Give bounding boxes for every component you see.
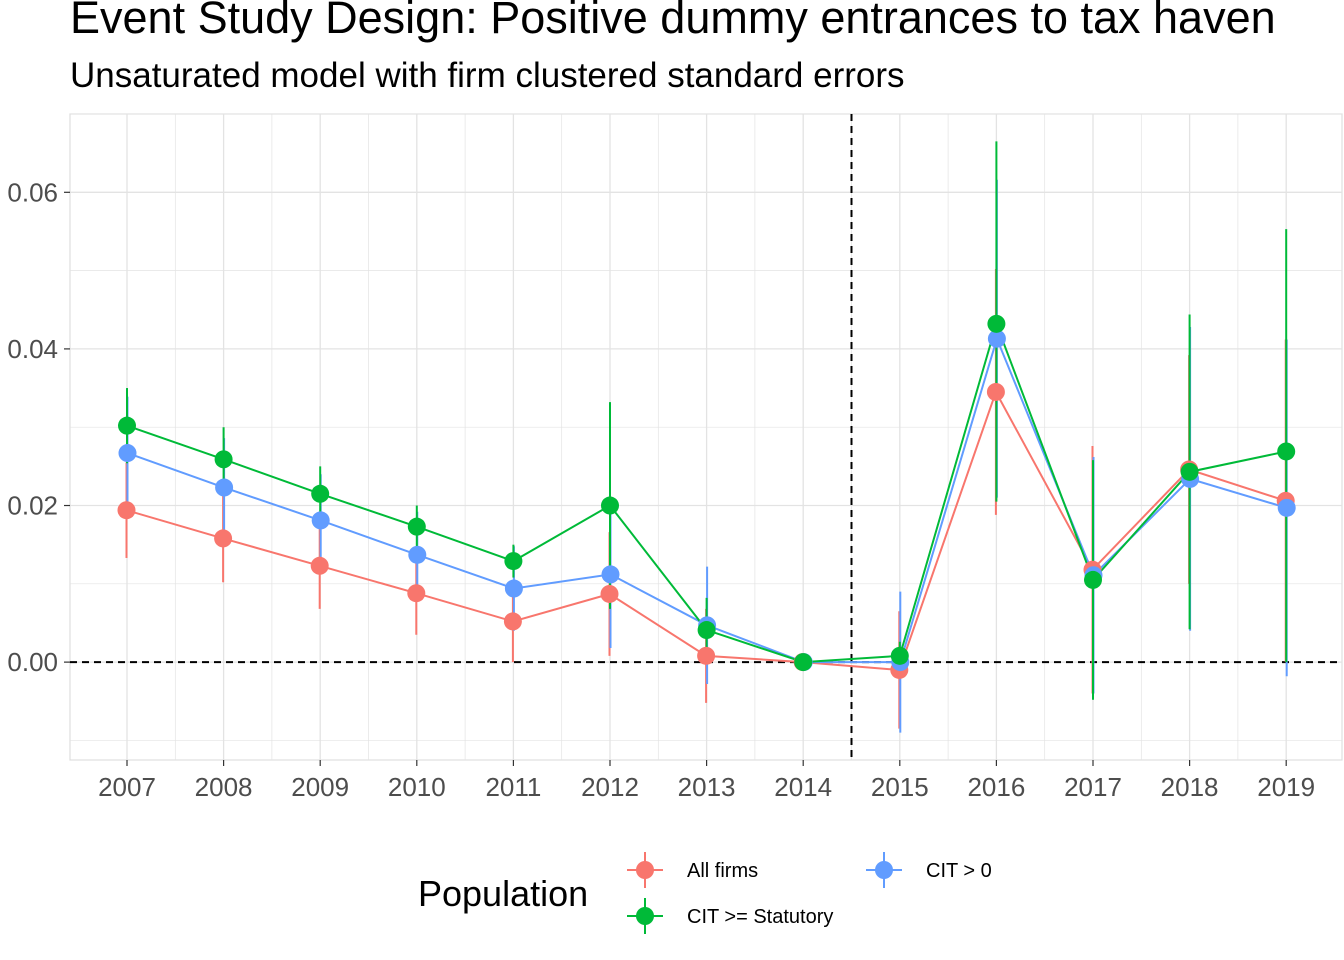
data-point-cit-0 bbox=[408, 545, 427, 564]
legend-label-cit-statutory: CIT >= Statutory bbox=[687, 906, 833, 928]
data-point-cit-statutory bbox=[214, 450, 233, 469]
y-tick-label: 0.06 bbox=[7, 177, 58, 207]
legend-key-point-cit-0 bbox=[875, 861, 893, 879]
legend-title: Population bbox=[418, 873, 588, 914]
data-point-cit-0 bbox=[215, 478, 234, 497]
data-point-cit-statutory bbox=[1180, 462, 1199, 481]
data-point-cit-statutory bbox=[987, 314, 1006, 333]
chart-subtitle: Unsaturated model with firm clustered st… bbox=[70, 56, 905, 95]
chart-title: Event Study Design: Positive dummy entra… bbox=[70, 0, 1276, 43]
data-point-all-firms bbox=[310, 556, 329, 575]
legend-label-cit-0: CIT > 0 bbox=[926, 860, 992, 882]
data-point-cit-statutory bbox=[890, 646, 909, 665]
x-tick-label: 2018 bbox=[1161, 772, 1219, 802]
data-point-all-firms bbox=[697, 646, 716, 665]
data-point-cit-statutory bbox=[118, 416, 136, 435]
legend-key-point-all-firms bbox=[636, 861, 654, 879]
data-point-cit-0 bbox=[1277, 498, 1296, 517]
data-point-cit-statutory bbox=[407, 517, 426, 536]
x-tick-label: 2010 bbox=[388, 772, 446, 802]
x-tick-label: 2007 bbox=[98, 772, 156, 802]
data-point-cit-statutory bbox=[311, 484, 330, 503]
data-point-all-firms bbox=[600, 584, 619, 603]
data-point-cit-0 bbox=[311, 511, 330, 530]
x-tick-label: 2017 bbox=[1064, 772, 1122, 802]
x-tick-label: 2016 bbox=[967, 772, 1025, 802]
x-tick-label: 2008 bbox=[195, 772, 253, 802]
x-tick-label: 2019 bbox=[1257, 772, 1315, 802]
data-point-cit-0 bbox=[987, 329, 1006, 348]
x-tick-label: 2014 bbox=[774, 772, 832, 802]
x-tick-label: 2009 bbox=[291, 772, 349, 802]
y-tick-label: 0.04 bbox=[7, 334, 58, 364]
data-point-cit-statutory bbox=[504, 552, 523, 571]
data-point-all-firms bbox=[986, 382, 1005, 401]
data-point-cit-0 bbox=[118, 444, 137, 463]
legend-label-all-firms: All firms bbox=[687, 860, 758, 882]
data-point-all-firms bbox=[407, 584, 426, 603]
x-tick-label: 2011 bbox=[485, 772, 541, 802]
data-point-cit-statutory bbox=[697, 621, 716, 640]
series-points bbox=[117, 314, 1296, 679]
legend: Population All firms CIT > 0 CIT >= Statuto… bbox=[418, 852, 992, 934]
data-point-cit-statutory bbox=[601, 496, 619, 515]
x-tick-label: 2013 bbox=[678, 772, 736, 802]
data-point-all-firms bbox=[214, 529, 233, 548]
data-point-cit-0 bbox=[601, 565, 620, 584]
data-point-cit-statutory bbox=[1084, 570, 1102, 589]
data-point-cit-statutory bbox=[1277, 442, 1296, 461]
y-tick-label: 0.00 bbox=[7, 647, 58, 677]
y-tick-label: 0.02 bbox=[7, 491, 58, 521]
x-tick-label: 2015 bbox=[871, 772, 929, 802]
data-point-cit-0 bbox=[504, 579, 523, 598]
axes: 0.00 0.02 0.04 0.06 2007 2008 2009 2010 2011 2012… bbox=[7, 177, 1315, 802]
x-tick-label: 2012 bbox=[581, 772, 639, 802]
legend-key-point-cit-statutory bbox=[636, 907, 654, 925]
data-point-all-firms bbox=[503, 612, 522, 631]
data-point-cit-statutory bbox=[794, 653, 813, 672]
data-point-all-firms bbox=[117, 501, 136, 520]
